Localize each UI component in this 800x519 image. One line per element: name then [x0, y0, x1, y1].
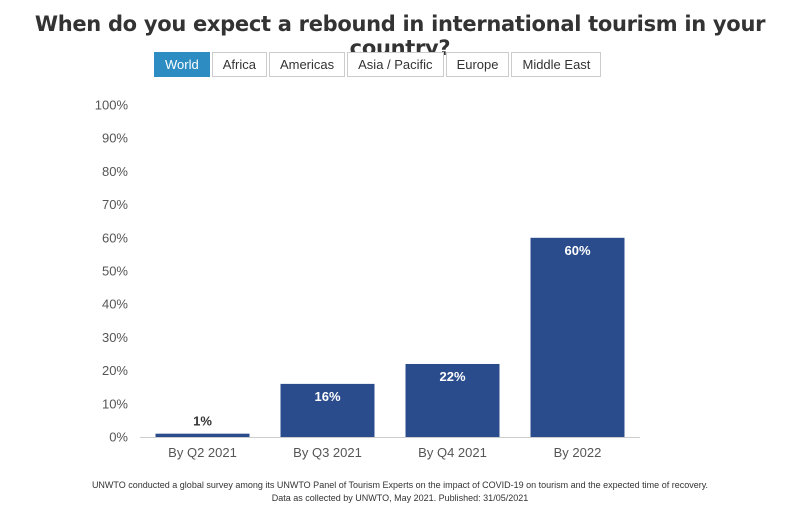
x-tick-label: By 2022 — [554, 445, 602, 460]
footnote-source: Data as collected by UNWTO, May 2021. Pu… — [271, 493, 529, 503]
y-tick-label: 0% — [109, 430, 128, 445]
x-tick-label: By Q2 2021 — [168, 445, 237, 460]
bar — [530, 237, 625, 437]
data-label: 1% — [193, 414, 212, 429]
tab-middle-east[interactable]: Middle East — [511, 52, 602, 77]
x-tick-label: By Q3 2021 — [293, 445, 362, 460]
bar — [280, 383, 375, 437]
bar — [405, 363, 500, 437]
data-label: 16% — [314, 389, 340, 404]
y-tick-label: 100% — [95, 98, 129, 113]
tab-africa[interactable]: Africa — [211, 52, 267, 77]
tab-asia-pacific[interactable]: Asia / Pacific — [347, 52, 444, 77]
y-tick-label: 70% — [102, 197, 128, 212]
y-tick-label: 20% — [102, 363, 128, 378]
y-tick-label: 80% — [102, 164, 128, 179]
x-tick-label: By Q4 2021 — [418, 445, 487, 460]
data-label: 60% — [564, 243, 590, 258]
tab-world[interactable]: World — [154, 52, 210, 77]
region-tabs: World Africa Americas Asia / Pacific Eur… — [154, 52, 602, 77]
chart-title: When do you expect a rebound in internat… — [34, 12, 766, 60]
y-tick-label: 60% — [102, 230, 128, 245]
tab-americas[interactable]: Americas — [268, 52, 346, 77]
y-tick-label: 90% — [102, 131, 128, 146]
y-tick-label: 40% — [102, 297, 128, 312]
bar — [155, 433, 250, 437]
footnote-survey: UNWTO conducted a global survey among it… — [91, 480, 709, 490]
bar-chart: 0% 10% 20% 30% 40% 50% 60% 70% 80% 90% 100% 1% By Q2… — [95, 98, 640, 460]
y-tick-label: 10% — [102, 396, 128, 411]
y-tick-label: 30% — [102, 330, 128, 345]
y-tick-label: 50% — [102, 264, 128, 279]
tab-europe[interactable]: Europe — [445, 52, 510, 77]
data-label: 22% — [439, 369, 465, 384]
